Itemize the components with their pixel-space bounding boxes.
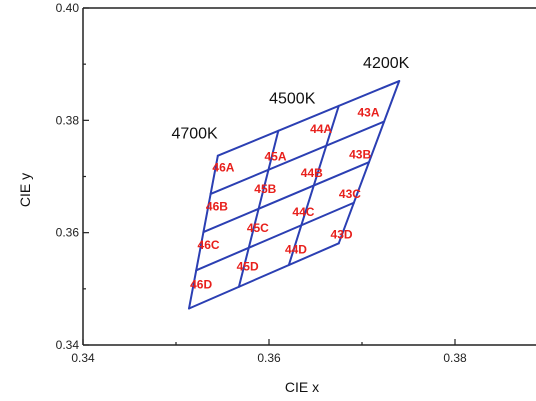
x-tick-label: 0.38 xyxy=(443,351,467,365)
x-axis-label: CIE x xyxy=(285,379,319,395)
cct-label: 4700K xyxy=(171,125,218,142)
grid-row-line xyxy=(202,161,370,234)
region-label: 45C xyxy=(247,221,269,235)
region-labels: 46A 45A 44A 43A 46B 45B 44B 43B 46C 45C 44C 43C 46D 4… xyxy=(190,105,380,291)
region-label: 43A xyxy=(358,105,380,119)
region-label: 45D xyxy=(237,259,259,273)
region-label: 43B xyxy=(349,148,371,162)
region-label: 46B xyxy=(206,199,228,213)
grid-row-line xyxy=(209,120,386,195)
grid-row-line xyxy=(216,80,401,157)
region-label: 44A xyxy=(310,122,332,136)
grid-row-line xyxy=(188,242,340,310)
axis-ticks: 0.34 0.36 0.38 0.34 0.36 0.38 0.40 xyxy=(56,1,467,365)
region-label: 45A xyxy=(265,149,287,163)
cct-label: 4200K xyxy=(363,55,410,72)
region-label: 44C xyxy=(292,205,314,219)
region-label: 43C xyxy=(339,187,361,201)
bin-grid xyxy=(188,80,401,310)
y-tick-label: 0.40 xyxy=(56,1,80,15)
region-label: 45B xyxy=(254,182,276,196)
region-label: 43D xyxy=(331,227,353,241)
y-tick-label: 0.38 xyxy=(56,113,80,127)
x-tick-label: 0.36 xyxy=(257,351,281,365)
cct-labels: 4700K 4500K 4200K xyxy=(171,55,409,142)
x-tick-label: 0.34 xyxy=(71,351,95,365)
y-tick-label: 0.36 xyxy=(56,226,80,240)
grid-row-line xyxy=(195,201,355,272)
region-label: 44D xyxy=(285,243,307,257)
y-axis-label: CIE y xyxy=(17,173,33,207)
cct-label: 4500K xyxy=(269,90,316,107)
region-label: 44B xyxy=(301,166,323,180)
y-tick-label: 0.34 xyxy=(56,338,80,352)
region-label: 46C xyxy=(198,238,220,252)
region-label: 46A xyxy=(212,161,234,175)
region-label: 46D xyxy=(190,277,212,291)
